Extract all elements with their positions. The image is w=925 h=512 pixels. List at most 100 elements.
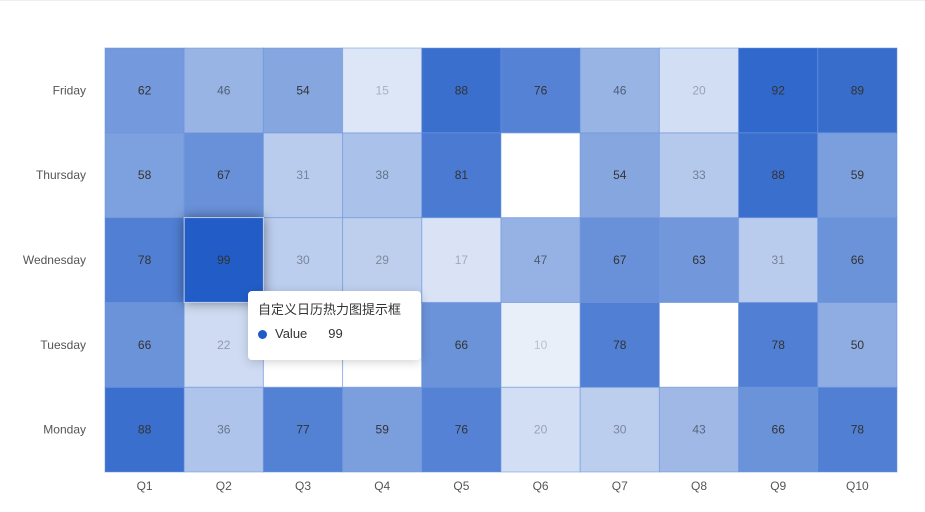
heatmap-cell-monday-q5[interactable] bbox=[421, 386, 502, 473]
cell-value-label: 78 bbox=[851, 423, 865, 437]
heatmap-cell-monday-q8[interactable] bbox=[658, 386, 740, 473]
heatmap-cell-wednesday-q1[interactable] bbox=[104, 217, 185, 303]
heatmap-cell-friday-q5[interactable] bbox=[421, 47, 502, 134]
y-tick-label-wednesday: Wednesday bbox=[23, 253, 86, 267]
cell-value-label: 81 bbox=[455, 168, 469, 182]
cell-value-label: 30 bbox=[613, 423, 627, 437]
heatmap-cell-thursday-q1[interactable] bbox=[104, 132, 185, 219]
cell-value-label: 76 bbox=[455, 423, 469, 437]
heatmap-cell-thursday-q6[interactable] bbox=[500, 132, 581, 219]
heatmap-cell-tuesday-q8[interactable] bbox=[658, 301, 740, 388]
cell-value-label: 17 bbox=[455, 253, 469, 267]
heatmap-cell-friday-q6[interactable] bbox=[500, 47, 581, 134]
heatmap-cell-wednesday-q6[interactable] bbox=[500, 217, 581, 303]
cell-value-label: 29 bbox=[376, 253, 390, 267]
heatmap-cell-wednesday-q9[interactable] bbox=[738, 217, 819, 303]
y-tick-label-monday: Monday bbox=[43, 423, 86, 437]
tooltip-title: 自定义日历热力图提示框 bbox=[258, 302, 402, 317]
tooltip-series-label: Value bbox=[275, 326, 308, 341]
heatmap-cell-tuesday-q7[interactable] bbox=[579, 301, 660, 388]
cell-value-label: 58 bbox=[138, 168, 152, 182]
y-tick-label-tuesday: Tuesday bbox=[40, 338, 86, 352]
cell-value-label: 67 bbox=[217, 168, 231, 182]
heatmap-cell-thursday-q4[interactable] bbox=[342, 132, 423, 219]
cell-value-label: 63 bbox=[692, 253, 706, 267]
tooltip-value: 99 bbox=[328, 326, 343, 341]
heatmap-cell-thursday-q8[interactable] bbox=[658, 132, 740, 219]
heatmap-cell-monday-q4[interactable] bbox=[342, 386, 423, 473]
cell-value-label: 62 bbox=[138, 83, 152, 97]
cell-value-label: 92 bbox=[772, 83, 786, 97]
heatmap-cell-monday-q2[interactable] bbox=[183, 386, 264, 473]
cell-value-label: 50 bbox=[851, 338, 865, 352]
heatmap-cell-friday-q2[interactable] bbox=[183, 47, 264, 134]
cell-value-label: 88 bbox=[772, 168, 786, 182]
cell-value-label: 33 bbox=[692, 168, 706, 182]
heatmap-cell-wednesday-q4[interactable] bbox=[342, 217, 423, 303]
cell-value-label: 66 bbox=[772, 423, 786, 437]
heatmap-cell-friday-q7[interactable] bbox=[579, 47, 660, 134]
heatmap-cell-tuesday-q10[interactable] bbox=[817, 301, 898, 388]
x-tick-label-q5: Q5 bbox=[453, 479, 469, 493]
cell-value-label: 54 bbox=[613, 168, 627, 182]
cell-value-label: 76 bbox=[534, 83, 548, 97]
cell-value-label: 22 bbox=[217, 338, 231, 352]
cell-value-label: 36 bbox=[217, 423, 231, 437]
x-axis-labels: Q1 Q2 Q3 Q4 Q5 Q6 Q7 Q8 Q9 Q10 bbox=[137, 479, 869, 493]
tooltip-row: Value 99 bbox=[258, 326, 411, 342]
heatmap-cell-tuesday-q1[interactable] bbox=[104, 301, 185, 388]
heatmap-cell-monday-q10[interactable] bbox=[817, 386, 898, 473]
cell-value-label: 54 bbox=[296, 83, 310, 97]
cell-value-label: 46 bbox=[613, 83, 627, 97]
heatmap-cell-friday-q8[interactable] bbox=[658, 47, 740, 134]
cell-value-label: 46 bbox=[217, 83, 231, 97]
cell-value-label: 20 bbox=[534, 423, 548, 437]
heatmap-cell-tuesday-q6[interactable] bbox=[500, 301, 581, 388]
x-tick-label-q3: Q3 bbox=[295, 479, 311, 493]
x-tick-label-q8: Q8 bbox=[691, 479, 707, 493]
heatmap-cell-wednesday-q7[interactable] bbox=[579, 217, 660, 303]
heatmap-cell-thursday-q10[interactable] bbox=[817, 132, 898, 219]
cell-value-label: 78 bbox=[138, 253, 152, 267]
x-tick-label-q10: Q10 bbox=[846, 479, 869, 493]
cell-value-label: 30 bbox=[296, 253, 310, 267]
heatmap-cell-friday-q10[interactable] bbox=[817, 47, 898, 134]
cell-value-label: 66 bbox=[851, 253, 865, 267]
cell-value-label: 43 bbox=[692, 423, 706, 437]
cell-value-label: 77 bbox=[296, 423, 310, 437]
heatmap-cell-wednesday-q2[interactable] bbox=[183, 217, 264, 303]
x-tick-label-q6: Q6 bbox=[533, 479, 549, 493]
heatmap-cell-thursday-q7[interactable] bbox=[579, 132, 660, 219]
x-tick-label-q1: Q1 bbox=[137, 479, 153, 493]
heatmap-cell-tuesday-q5[interactable] bbox=[421, 301, 502, 388]
heatmap-cell-wednesday-q10[interactable] bbox=[817, 217, 898, 303]
tooltip-marker-icon bbox=[258, 329, 267, 339]
y-axis-labels: Monday Tuesday Wednesday Thursday Friday bbox=[23, 83, 86, 436]
x-tick-label-q7: Q7 bbox=[612, 479, 628, 493]
cell-value-label: 38 bbox=[376, 168, 390, 182]
cell-value-label: 99 bbox=[217, 253, 231, 267]
heatmap-cell-monday-q6[interactable] bbox=[500, 386, 581, 473]
heatmap-cell-friday-q3[interactable] bbox=[262, 47, 344, 134]
heatmap-cell-monday-q7[interactable] bbox=[579, 386, 660, 473]
cell-value-label: 89 bbox=[851, 83, 865, 97]
heatmap-cell-wednesday-q5[interactable] bbox=[421, 217, 502, 303]
heatmap-cell-labels: 88 36 77 59 76 20 30 43 66 78 66 22 66 10 78 78 50 78 99 30… bbox=[138, 83, 864, 436]
cell-value-label: 59 bbox=[376, 423, 390, 437]
cell-value-label: 78 bbox=[613, 338, 627, 352]
cell-value-label: 31 bbox=[296, 168, 310, 182]
heatmap-cell-tuesday-q9[interactable] bbox=[738, 301, 819, 388]
heatmap-cell-friday-q1[interactable] bbox=[104, 47, 185, 134]
heatmap-cell-friday-q9[interactable] bbox=[738, 47, 819, 134]
cell-value-label: 88 bbox=[455, 83, 469, 97]
heatmap-cells bbox=[104, 47, 898, 473]
cell-value-label: 15 bbox=[376, 83, 390, 97]
cell-value-label: 66 bbox=[138, 338, 152, 352]
cell-value-label: 59 bbox=[851, 168, 865, 182]
heatmap-cell-wednesday-q8[interactable] bbox=[658, 217, 740, 303]
cell-value-label: 47 bbox=[534, 253, 548, 267]
cell-value-label: 88 bbox=[138, 423, 152, 437]
heatmap-cell-monday-q1[interactable] bbox=[104, 386, 185, 473]
